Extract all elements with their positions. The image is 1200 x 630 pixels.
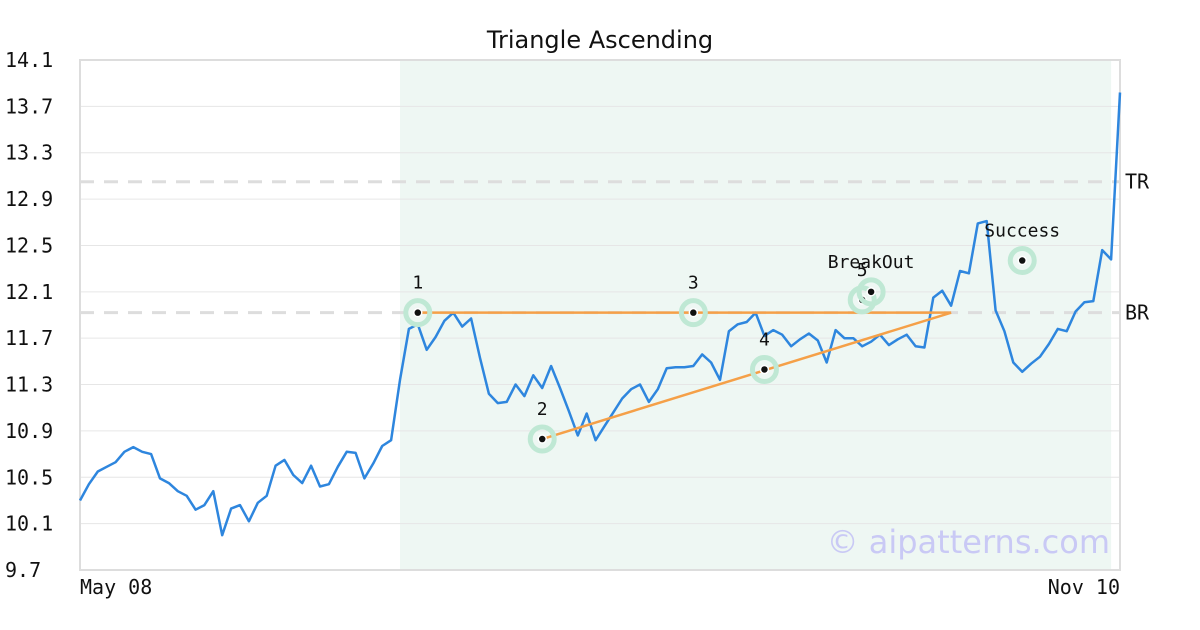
- price-series-line: [78, 92, 1122, 537]
- pattern-point-label: 2: [537, 399, 548, 420]
- pattern-point-marker: [759, 364, 770, 375]
- level-label-tr: TR: [1125, 170, 1150, 194]
- x-tick-label: Nov 10: [1048, 575, 1120, 599]
- support-trendline: [541, 311, 952, 441]
- pattern-point-label: 5: [857, 260, 868, 281]
- y-tick-label: 12.1: [5, 280, 53, 304]
- pattern-point-halo: [749, 354, 779, 384]
- pattern-point-marker: [688, 307, 699, 318]
- pattern-point-halo: [1007, 246, 1037, 276]
- y-tick-label: 11.3: [5, 373, 53, 397]
- y-tick-label: 10.1: [5, 512, 53, 536]
- pattern-point-label: BreakOut: [828, 252, 915, 273]
- watermark-text: © aipatterns.com: [827, 523, 1110, 561]
- pattern-point-halo: [403, 298, 433, 328]
- level-label-br: BR: [1125, 301, 1150, 325]
- y-tick-label: 10.5: [5, 465, 53, 489]
- y-tick-label: 10.9: [5, 419, 53, 443]
- y-tick-label: 9.7: [5, 558, 41, 582]
- y-tick-label: 13.7: [5, 94, 53, 118]
- y-tick-label: 13.3: [5, 141, 53, 165]
- chart-title: Triangle Ascending: [486, 26, 713, 54]
- y-tick-label: 12.5: [5, 233, 53, 257]
- y-tick-label: 12.9: [5, 187, 53, 211]
- pattern-point-halo: [678, 298, 708, 328]
- plot-frame: [79, 59, 1121, 571]
- pattern-point-marker: [866, 287, 876, 297]
- pattern-point-label: 1: [412, 273, 423, 294]
- pattern-point-label: 4: [759, 329, 770, 350]
- pattern-point-label: Success: [984, 221, 1060, 242]
- pattern-point-marker: [413, 307, 423, 318]
- y-tick-label: 11.7: [5, 326, 53, 350]
- pattern-point-marker: [1017, 255, 1027, 266]
- pattern-point-halo: [856, 277, 886, 307]
- pattern-point-halo: [527, 424, 557, 454]
- x-tick-label: May 08: [80, 575, 152, 599]
- y-tick-label: 14.1: [5, 48, 53, 72]
- pattern-point-label: 3: [688, 273, 699, 294]
- pattern-point-marker: [537, 434, 547, 444]
